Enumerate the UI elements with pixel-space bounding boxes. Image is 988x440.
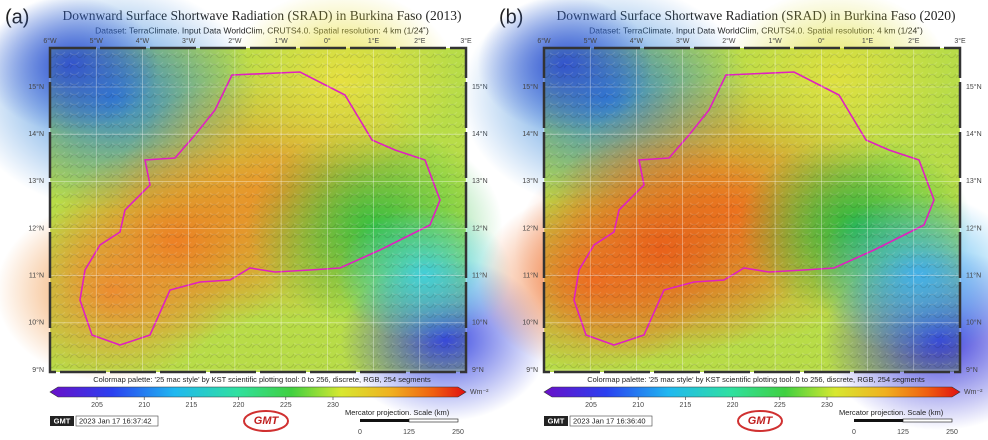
timestamp: 2023 Jan 17 16:37:42 <box>79 416 152 425</box>
colorbar-label: 230 <box>821 402 833 409</box>
colorbar-label: 205 <box>91 402 103 409</box>
projection-note: Mercator projection. Scale (km) <box>345 408 450 417</box>
lat-label: 14°N <box>28 130 44 138</box>
scale-bar <box>408 418 459 423</box>
colormap-note: Colormap palette: '25 mac style' by KST … <box>93 375 431 384</box>
scale-label: 0 <box>358 429 362 436</box>
lon-label: 1°W <box>274 37 288 45</box>
lat-label: 12°N <box>966 224 982 232</box>
lat-label: 10°N <box>522 319 538 327</box>
colorbar-label: 225 <box>280 402 292 409</box>
lat-label: 15°N <box>966 83 982 91</box>
gmt-logo-text: GMT <box>254 415 280 427</box>
lon-label: 0° <box>324 37 331 45</box>
colorbar-label: 230 <box>327 402 339 409</box>
lat-label: 9°N <box>966 366 978 374</box>
colorbar-label: 215 <box>680 402 692 409</box>
colorbar <box>543 386 961 398</box>
lon-label: 3°W <box>182 37 196 45</box>
colorbar-label: 220 <box>233 402 245 409</box>
scale-bar <box>854 419 903 422</box>
lon-label: 2°W <box>722 37 736 45</box>
timestamp: 2023 Jan 17 16:36:40 <box>573 416 646 425</box>
scale-label: 0 <box>852 429 856 436</box>
colorbar-unit: Wm⁻² <box>964 389 983 396</box>
scale-label: 250 <box>452 429 464 436</box>
lat-label: 14°N <box>966 130 982 138</box>
map-frame <box>542 46 962 374</box>
lat-label: 14°N <box>522 130 538 138</box>
lat-label: 15°N <box>522 83 538 91</box>
lat-label: 9°N <box>472 366 484 374</box>
lat-label: 13°N <box>966 177 982 185</box>
lat-label: 9°N <box>526 366 538 374</box>
lon-label: 4°W <box>630 37 644 45</box>
lat-label: 10°N <box>966 319 982 327</box>
colorbar-label: 225 <box>774 402 786 409</box>
lon-label: 2°W <box>228 37 242 45</box>
country-border <box>573 71 935 346</box>
gmt-badge <box>50 416 74 426</box>
lon-label: 2°E <box>414 37 426 45</box>
lon-label: 5°W <box>90 37 104 45</box>
scale-label: 125 <box>403 429 415 436</box>
lat-label: 13°N <box>472 177 488 185</box>
lon-label: 2°E <box>908 37 920 45</box>
lon-label: 3°W <box>676 37 690 45</box>
colorbar-unit: Wm⁻² <box>470 389 489 396</box>
colorbar-label: 205 <box>585 402 597 409</box>
gmt-logo <box>243 410 289 432</box>
lon-label: 4°W <box>136 37 150 45</box>
lat-label: 11°N <box>29 272 44 280</box>
scale-label: 250 <box>946 429 958 436</box>
gmt-badge-text: GMT <box>54 416 71 425</box>
gmt-badge <box>544 416 568 426</box>
lat-label: 12°N <box>28 224 44 232</box>
lat-label: 12°N <box>472 224 488 232</box>
map-panel: (a)Downward Surface Shortwave Radiation … <box>0 0 551 436</box>
timestamp-box <box>569 415 653 427</box>
lat-label: 13°N <box>522 177 538 185</box>
colorbar-label: 210 <box>138 402 150 409</box>
projection-note: Mercator projection. Scale (km) <box>839 408 944 417</box>
lon-label: 3°E <box>460 37 472 45</box>
lat-label: 10°N <box>28 319 44 327</box>
lon-label: 3°E <box>954 37 966 45</box>
gmt-badge-text: GMT <box>548 416 565 425</box>
relief-shade <box>544 48 960 372</box>
scale-label: 125 <box>897 429 909 436</box>
lat-label: 15°N <box>28 83 44 91</box>
colorbar-label: 215 <box>186 402 198 409</box>
scale-bar <box>360 419 409 422</box>
country-border <box>79 71 441 346</box>
relief-shade <box>50 48 466 372</box>
lat-label: 11°N <box>966 272 981 280</box>
colorbar-label: 220 <box>727 402 739 409</box>
gmt-logo <box>737 410 783 432</box>
lat-label: 10°N <box>472 319 488 327</box>
map-frame <box>48 46 468 374</box>
colorbar <box>49 386 467 398</box>
lon-label: 1°W <box>768 37 782 45</box>
gmt-logo-text: GMT <box>748 415 774 427</box>
lat-label: 12°N <box>522 224 538 232</box>
timestamp-box <box>75 415 159 427</box>
colormap-note: Colormap palette: '25 mac style' by KST … <box>587 375 925 384</box>
lon-label: 1°E <box>368 37 380 45</box>
lon-label: 1°E <box>862 37 874 45</box>
map-panel: (b)Downward Surface Shortwave Radiation … <box>460 0 988 436</box>
lon-label: 0° <box>818 37 825 45</box>
lat-label: 13°N <box>28 177 44 185</box>
lat-label: 11°N <box>523 272 538 280</box>
lon-label: 6°W <box>43 37 57 45</box>
lon-label: 5°W <box>584 37 598 45</box>
lat-label: 9°N <box>32 366 44 374</box>
scale-bar <box>902 418 953 423</box>
lon-label: 6°W <box>537 37 551 45</box>
colorbar-label: 210 <box>632 402 644 409</box>
